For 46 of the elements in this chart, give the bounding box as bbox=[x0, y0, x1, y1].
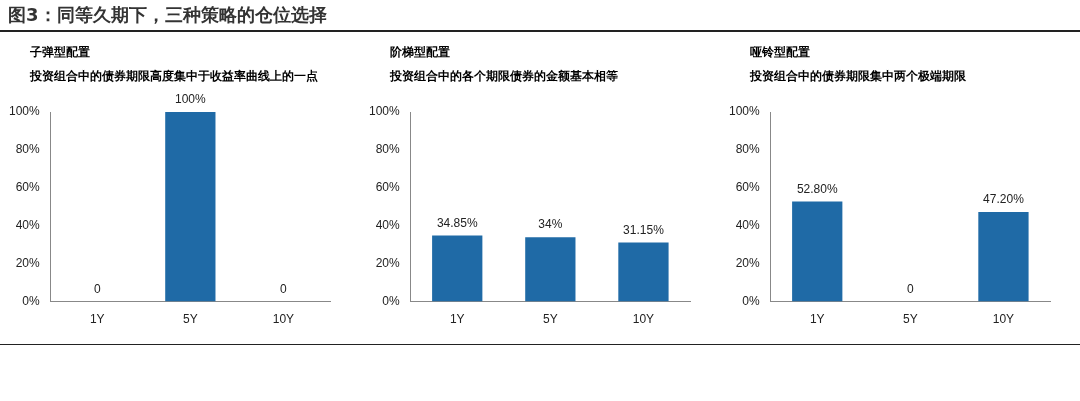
y-tick-label: 80% bbox=[375, 142, 401, 157]
chart-subtitle: 投资组合中的各个期限债券的金额基本相等 bbox=[390, 68, 619, 84]
x-tick-label: 5Y bbox=[183, 312, 198, 327]
y-tick-label: 100% bbox=[8, 104, 41, 119]
y-tick-label: 60% bbox=[375, 180, 401, 195]
y-tick-label: 0% bbox=[22, 293, 41, 308]
bar bbox=[618, 242, 669, 302]
y-tick-label: 60% bbox=[735, 180, 761, 195]
data-label: 31.15% bbox=[623, 222, 665, 237]
y-tick-label: 20% bbox=[375, 255, 401, 270]
x-tick-label: 5Y bbox=[903, 312, 918, 327]
y-tick-label: 40% bbox=[15, 218, 41, 233]
x-tick-label: 1Y bbox=[809, 312, 825, 327]
y-tick-label: 60% bbox=[15, 180, 41, 195]
y-tick-label: 20% bbox=[15, 255, 41, 270]
chart-title: 阶梯型配置 bbox=[390, 44, 451, 60]
data-label: 47.20% bbox=[983, 192, 1025, 207]
bar bbox=[432, 235, 483, 302]
data-label: 0 bbox=[93, 281, 101, 296]
y-tick-label: 0% bbox=[742, 293, 761, 308]
data-label: 52.80% bbox=[796, 181, 838, 196]
chart-title: 哑铃型配置 bbox=[750, 44, 811, 60]
x-tick-label: 5Y bbox=[543, 312, 558, 327]
y-tick-label: 80% bbox=[735, 142, 761, 157]
y-tick-label: 0% bbox=[382, 293, 401, 308]
data-label: 0 bbox=[907, 281, 914, 296]
chart-subtitle: 投资组合中的债券期限高度集中于收益率曲线上的一点 bbox=[30, 68, 319, 84]
y-tick-label: 100% bbox=[368, 104, 401, 119]
y-tick-label: 40% bbox=[375, 218, 401, 233]
x-tick-label: 1Y bbox=[89, 312, 105, 327]
x-tick-label: 10Y bbox=[992, 312, 1015, 327]
y-tick-label: 20% bbox=[735, 255, 761, 270]
y-tick-label: 100% bbox=[728, 104, 761, 119]
data-label: 0 bbox=[280, 281, 288, 296]
x-tick-label: 10Y bbox=[272, 312, 295, 327]
chart-title: 子弹型配置 bbox=[30, 44, 91, 60]
x-tick-label: 1Y bbox=[449, 312, 465, 327]
data-label: 34% bbox=[538, 217, 563, 232]
y-tick-label: 40% bbox=[735, 218, 761, 233]
data-label: 100% bbox=[174, 92, 207, 107]
caption: 图3：同等久期下，三种策略的仓位选择 bbox=[8, 4, 327, 25]
data-label: 34.85% bbox=[436, 215, 478, 230]
x-tick-label: 10Y bbox=[632, 312, 655, 327]
bar bbox=[525, 237, 576, 302]
y-tick-label: 80% bbox=[15, 142, 41, 157]
chart-subtitle: 投资组合中的债券期限集中两个极端期限 bbox=[750, 68, 967, 84]
